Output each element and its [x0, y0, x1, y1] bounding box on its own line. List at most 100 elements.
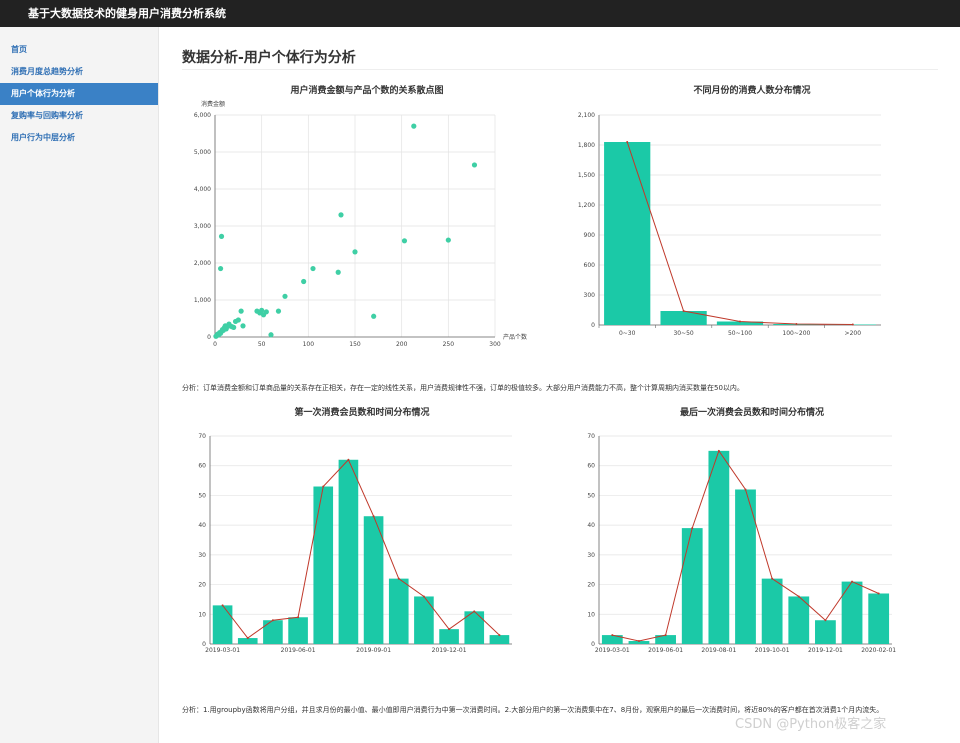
x-tick-label: 50 — [258, 341, 266, 348]
y-tick-label: 0 — [207, 334, 211, 341]
scatter-point — [240, 323, 246, 329]
trend-point — [397, 577, 400, 580]
x-tick-label: 2019-10-01 — [755, 647, 790, 654]
bar — [439, 629, 459, 644]
scatter-point — [218, 265, 224, 272]
bar — [868, 593, 890, 644]
trend-point — [611, 634, 614, 637]
watermark: CSDN @Python极客之家 — [735, 717, 887, 732]
x-tick-label: 2019-12-01 — [432, 647, 467, 654]
main-content: 数据分析-用户个体行为分析 用户消费金额与产品个数的关系散点图 0 1,000 2,… — [182, 27, 940, 743]
y-tick-label: 60 — [587, 463, 595, 470]
y-axis-label: 消费金额 — [201, 100, 225, 108]
bar — [681, 528, 703, 644]
y-tick-label: 20 — [198, 582, 206, 589]
trend-line — [626, 141, 853, 325]
y-tick-label: 5,000 — [194, 149, 211, 156]
bar — [313, 486, 334, 644]
sidebar-item-repurchase-rate[interactable]: 复购率与回购率分析 — [11, 111, 83, 120]
scatter-point — [231, 324, 237, 330]
bar — [601, 635, 623, 644]
y-tick-label: 10 — [587, 611, 595, 618]
bar — [660, 311, 707, 325]
y-tick-label: 0 — [591, 322, 595, 329]
trend-point — [691, 527, 694, 530]
sidebar-item-home[interactable]: 首页 — [11, 45, 27, 54]
y-tick-label: 300 — [584, 292, 596, 299]
bar-chart-month-title: 不同月份的消费人数分布情况 — [693, 86, 811, 96]
last-purchase-bar-chart: 0 10 20 30 40 50 60 70 2019-03-01 2019-06-01 2019-… — [587, 433, 896, 654]
bar — [414, 596, 434, 644]
y-tick-label: 0 — [591, 641, 595, 648]
y-tick-label: 50 — [198, 492, 206, 499]
y-tick-label: 600 — [584, 262, 596, 269]
scatter-chart-title: 用户消费金额与产品个数的关系散点图 — [290, 86, 444, 96]
x-tick-label: 100 — [303, 341, 315, 348]
trend-point — [448, 628, 451, 631]
y-tick-label: 70 — [198, 433, 206, 440]
trend-point — [797, 595, 800, 598]
trend-point — [626, 141, 629, 143]
x-tick-label: 0~30 — [619, 330, 636, 337]
trend-point — [739, 320, 741, 323]
sidebar-item-individual-behavior[interactable]: 用户个体行为分析 — [0, 83, 158, 105]
y-tick-label: 1,000 — [194, 297, 211, 304]
y-tick-label: 6,000 — [194, 112, 211, 119]
trend-point — [422, 595, 425, 598]
x-tick-label: 2019-06-01 — [281, 647, 316, 654]
page-title: 数据分析-用户个体行为分析 — [182, 50, 356, 66]
y-tick-label: 1,200 — [578, 202, 595, 209]
y-tick-label: 60 — [198, 463, 206, 470]
title-divider — [182, 69, 938, 70]
x-tick-label: 250 — [443, 341, 455, 348]
bar — [237, 638, 258, 644]
sidebar: 首页 消费月度总趋势分析 用户个体行为分析 复购率与回购率分析 用户行为中层分析 — [0, 27, 159, 743]
y-tick-label: 70 — [587, 433, 595, 440]
y-tick-label: 10 — [198, 611, 206, 618]
bar — [788, 596, 810, 644]
scatter-point — [301, 278, 307, 285]
bar — [288, 617, 308, 644]
y-tick-label: 2,100 — [578, 112, 595, 119]
trend-point — [877, 592, 880, 595]
scatter-point — [445, 237, 451, 243]
bar — [388, 578, 409, 644]
y-tick-label: 40 — [198, 522, 206, 529]
sidebar-item-monthly-trend[interactable]: 消费月度总趋势分析 — [11, 67, 83, 76]
scatter-point — [401, 238, 408, 244]
x-tick-label: 300 — [489, 341, 501, 348]
y-tick-label: 30 — [587, 552, 595, 559]
trend-point — [851, 580, 854, 583]
trend-point — [322, 485, 325, 488]
bar — [655, 635, 676, 644]
bar — [212, 605, 233, 644]
bar — [628, 641, 650, 644]
x-tick-label: 2019-03-01 — [205, 647, 240, 654]
first-purchase-chart-title: 第一次消费会员数和时间分布情况 — [294, 408, 430, 418]
first-purchase-bar-chart: 0 10 20 30 40 50 60 70 2019-03-01 2019-06-01 2019-… — [198, 433, 512, 654]
y-tick-label: 0 — [202, 641, 206, 648]
x-tick-label: 50~100 — [728, 330, 752, 337]
bar-chart-month: 0 300 600 900 1,200 1,500 1,800 2,100 0~30 30~50 5… — [578, 112, 881, 337]
bar — [815, 620, 836, 644]
scatter-point — [411, 123, 417, 129]
x-tick-label: 2019-06-01 — [648, 647, 683, 654]
scatter-point — [352, 249, 358, 255]
trend-point — [473, 610, 476, 613]
bar — [464, 611, 485, 644]
sidebar-nav: 首页 消费月度总趋势分析 用户个体行为分析 复购率与回购率分析 用户行为中层分析 — [0, 39, 158, 149]
x-tick-label: 150 — [349, 341, 361, 348]
scatter-point — [268, 332, 274, 338]
y-tick-label: 50 — [587, 492, 595, 499]
trend-point — [851, 323, 854, 326]
scatter-point — [338, 212, 344, 218]
bar — [841, 581, 863, 644]
trend-point — [824, 619, 827, 622]
scatter-chart: 0 1,000 2,000 3,000 4,000 5,000 6,000 0 50 100 150… — [194, 100, 527, 348]
sidebar-item-middle-layer[interactable]: 用户行为中层分析 — [11, 133, 75, 142]
y-tick-label: 30 — [198, 552, 206, 559]
scatter-point — [263, 309, 269, 315]
y-tick-label: 2,000 — [194, 260, 211, 267]
x-tick-label: 200 — [396, 341, 408, 348]
trend-point — [717, 449, 720, 452]
